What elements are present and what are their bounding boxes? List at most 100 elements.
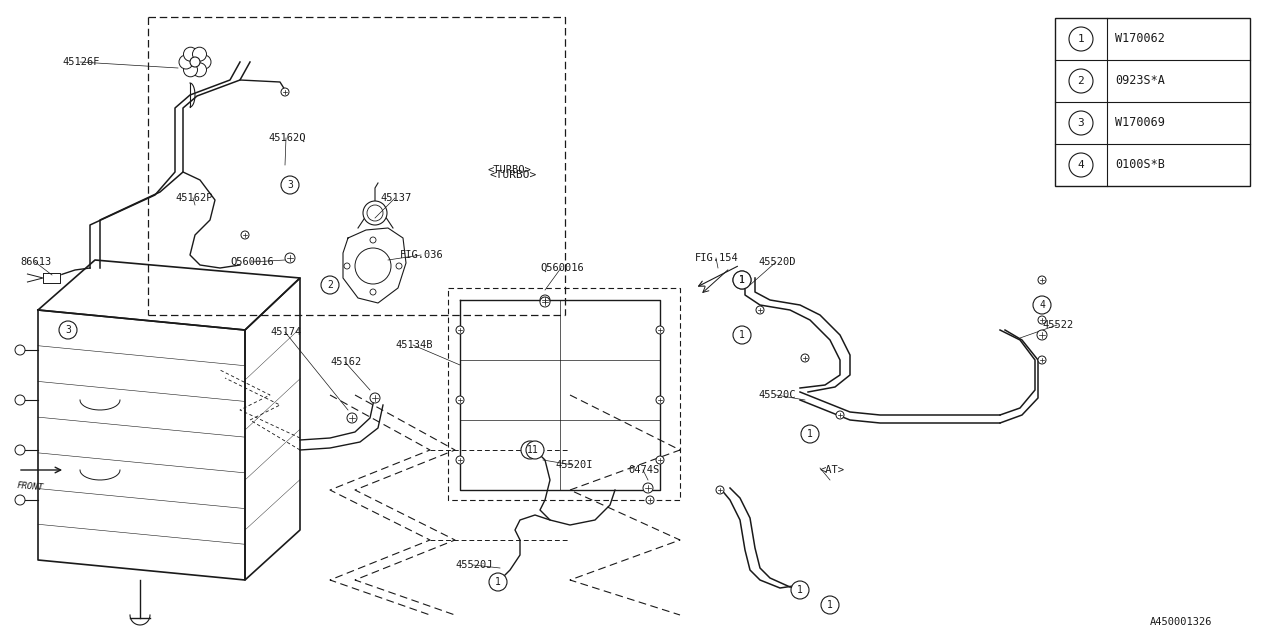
Text: 1: 1 [495, 577, 500, 587]
Circle shape [801, 354, 809, 362]
Text: Q560016: Q560016 [540, 263, 584, 273]
Text: W170062: W170062 [1115, 33, 1165, 45]
Circle shape [733, 326, 751, 344]
Circle shape [456, 456, 465, 464]
Circle shape [456, 396, 465, 404]
Circle shape [531, 444, 539, 452]
Circle shape [197, 55, 211, 69]
Circle shape [59, 321, 77, 339]
Text: 1: 1 [739, 275, 745, 285]
Text: 1: 1 [739, 275, 745, 285]
Circle shape [716, 486, 724, 494]
Text: 0923S*A: 0923S*A [1115, 74, 1165, 88]
Text: 0100S*B: 0100S*B [1115, 159, 1165, 172]
Text: 45520D: 45520D [758, 257, 795, 267]
Text: <TURBO>: <TURBO> [488, 165, 531, 175]
Circle shape [1069, 27, 1093, 51]
Text: FIG.154: FIG.154 [695, 253, 739, 263]
Text: 3: 3 [287, 180, 293, 190]
Circle shape [396, 263, 402, 269]
Text: 45174: 45174 [270, 327, 301, 337]
Circle shape [540, 295, 550, 305]
Circle shape [1069, 111, 1093, 135]
Circle shape [796, 586, 804, 594]
Circle shape [733, 271, 751, 289]
Circle shape [183, 63, 197, 77]
Text: 45162: 45162 [330, 357, 361, 367]
Circle shape [347, 413, 357, 423]
Text: 1: 1 [797, 585, 803, 595]
Circle shape [1069, 69, 1093, 93]
Circle shape [179, 55, 193, 69]
Circle shape [355, 248, 390, 284]
Circle shape [1069, 153, 1093, 177]
Text: 4: 4 [1039, 300, 1044, 310]
Circle shape [285, 253, 294, 263]
Text: <TURBO>: <TURBO> [490, 170, 538, 180]
Text: 45520I: 45520I [556, 460, 593, 470]
Text: 45520J: 45520J [454, 560, 493, 570]
Circle shape [1038, 356, 1046, 364]
Polygon shape [44, 273, 60, 283]
Polygon shape [343, 228, 406, 303]
Text: 3: 3 [1078, 118, 1084, 128]
Text: FIG.036: FIG.036 [399, 250, 444, 260]
Circle shape [364, 201, 387, 225]
Text: 1: 1 [532, 445, 538, 455]
Circle shape [1038, 276, 1046, 284]
Circle shape [456, 326, 465, 334]
Circle shape [791, 581, 809, 599]
Text: 45522: 45522 [1042, 320, 1073, 330]
Circle shape [192, 47, 206, 61]
Text: 45134B: 45134B [396, 340, 433, 350]
Text: 0474S: 0474S [628, 465, 659, 475]
Circle shape [489, 573, 507, 591]
Circle shape [643, 483, 653, 493]
Circle shape [344, 263, 349, 269]
Text: 45126F: 45126F [61, 57, 100, 67]
Circle shape [657, 456, 664, 464]
Text: 86613: 86613 [20, 257, 51, 267]
Text: 45520C: 45520C [758, 390, 795, 400]
Text: 1: 1 [808, 429, 813, 439]
Text: 2: 2 [1078, 76, 1084, 86]
Circle shape [15, 345, 26, 355]
Circle shape [15, 445, 26, 455]
Circle shape [192, 63, 206, 77]
Circle shape [526, 441, 544, 459]
Circle shape [370, 237, 376, 243]
Text: 3: 3 [65, 325, 70, 335]
Text: W170069: W170069 [1115, 116, 1165, 129]
Circle shape [1038, 316, 1046, 324]
Bar [1055, 18, 1251, 186]
Circle shape [321, 276, 339, 294]
Circle shape [540, 297, 550, 307]
Circle shape [521, 441, 539, 459]
Text: 4: 4 [1078, 160, 1084, 170]
Circle shape [824, 604, 832, 612]
Circle shape [370, 289, 376, 295]
Circle shape [820, 596, 838, 614]
Circle shape [183, 47, 197, 61]
Circle shape [657, 396, 664, 404]
Circle shape [189, 57, 200, 67]
Circle shape [241, 231, 250, 239]
Circle shape [1033, 296, 1051, 314]
Circle shape [15, 395, 26, 405]
Text: <AT>: <AT> [820, 465, 845, 475]
Text: 1: 1 [739, 330, 745, 340]
Circle shape [801, 425, 819, 443]
Circle shape [15, 495, 26, 505]
Circle shape [836, 411, 844, 419]
Circle shape [646, 496, 654, 504]
Text: A450001326: A450001326 [1149, 617, 1212, 627]
Text: 45162P: 45162P [175, 193, 212, 203]
Circle shape [282, 88, 289, 96]
Text: FRONT: FRONT [17, 481, 44, 492]
Circle shape [657, 326, 664, 334]
Text: 2: 2 [328, 280, 333, 290]
Text: 1: 1 [527, 445, 532, 455]
Text: 1: 1 [827, 600, 833, 610]
Text: 1: 1 [1078, 34, 1084, 44]
Text: 45162Q: 45162Q [268, 133, 306, 143]
